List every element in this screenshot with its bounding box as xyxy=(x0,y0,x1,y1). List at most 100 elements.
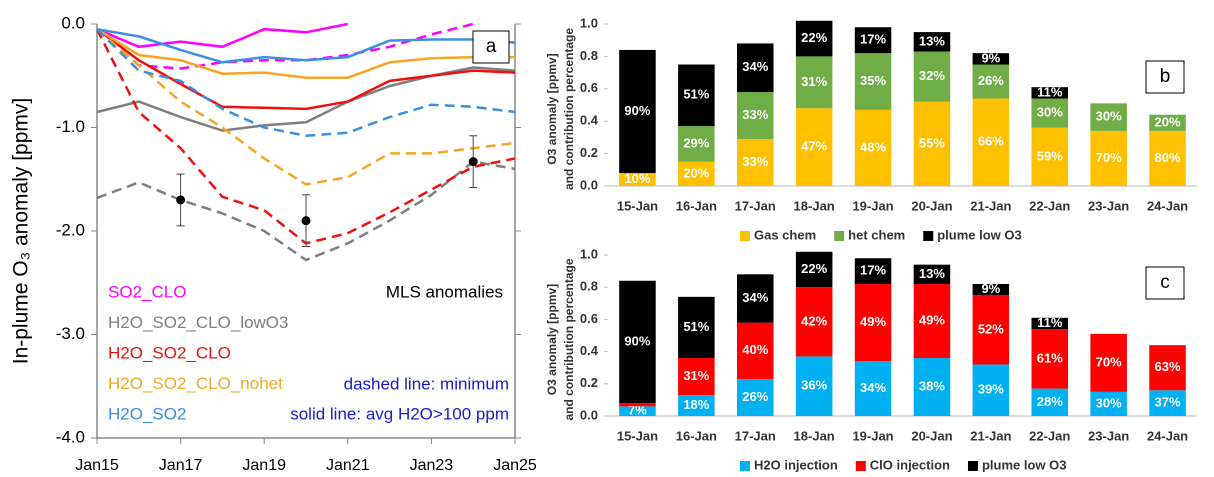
bar-segment xyxy=(678,126,715,162)
segment-label: 34% xyxy=(860,380,886,395)
x-tick-label: 22-Jan xyxy=(1029,198,1070,213)
bar-segment xyxy=(678,64,715,127)
segment-label: 28% xyxy=(1037,394,1063,409)
legend-label: SO2_CLO xyxy=(108,282,186,301)
segment-label: 29% xyxy=(683,135,709,150)
segment-label: 70% xyxy=(1096,150,1122,165)
panel-label: c xyxy=(1160,272,1170,293)
panel-box xyxy=(472,30,510,64)
bar-segment xyxy=(678,395,715,416)
y-tick-label: 0.8 xyxy=(580,279,598,294)
segment-label: 51% xyxy=(683,319,709,334)
segment-label: 31% xyxy=(801,74,827,89)
bar-segment xyxy=(1031,388,1069,416)
x-tick-label: 15-Jan xyxy=(617,198,658,213)
segment-label: 33% xyxy=(742,154,768,169)
legend-swatch xyxy=(967,461,978,471)
bar-segment xyxy=(972,64,1010,99)
segment-label: 63% xyxy=(1155,359,1181,374)
segment-label: 49% xyxy=(919,312,945,327)
y-tick-label: 0.8 xyxy=(580,48,598,63)
bar-segment xyxy=(913,51,951,102)
bar-segment xyxy=(1031,329,1069,389)
segment-label: 17% xyxy=(860,32,886,47)
bar-segment xyxy=(795,108,833,186)
bar-segment xyxy=(678,358,715,396)
legend-swatch xyxy=(740,231,750,241)
y-axis-label: O3 anomaly [ppmv] xyxy=(545,284,559,395)
bar-segment xyxy=(972,283,1010,296)
x-tick-label: 18-Jan xyxy=(794,428,835,443)
bar-segment xyxy=(736,92,774,140)
x-tick-label: 18-Jan xyxy=(794,198,835,213)
x-tick-label: Jan15 xyxy=(75,457,119,474)
segment-label: 47% xyxy=(801,139,827,154)
bar-segment xyxy=(678,296,715,359)
bar-segment xyxy=(795,56,833,109)
segment-label: 30% xyxy=(1037,105,1063,120)
x-tick-label: 17-Jan xyxy=(735,198,776,213)
segment-label: 9% xyxy=(981,281,1000,296)
legend-label: plume low O3 xyxy=(937,227,1022,242)
bar-segment xyxy=(619,173,656,186)
segment-label: 7% xyxy=(628,403,647,418)
y-tick-label: 0.4 xyxy=(580,113,599,128)
y-axis-label: O3 anomaly [ppmv] xyxy=(545,53,559,164)
segment-label: 42% xyxy=(801,313,827,328)
segment-label: 70% xyxy=(1096,354,1122,369)
segment-label: 30% xyxy=(1096,395,1122,410)
segment-label: 26% xyxy=(978,73,1004,88)
bar-segment xyxy=(972,295,1010,365)
x-tick-label: 24-Jan xyxy=(1147,428,1188,443)
legend-swatch xyxy=(834,231,845,241)
bar-segment xyxy=(619,280,656,404)
bar-segment xyxy=(913,101,951,186)
segment-label: 49% xyxy=(860,314,886,329)
segment-label: 90% xyxy=(624,333,650,348)
y-tick-label: 0.2 xyxy=(580,145,598,160)
legend-label: H2O_SO2 xyxy=(108,404,186,423)
bar-segment xyxy=(736,274,774,323)
mls-point xyxy=(468,157,478,167)
x-tick-label: 21-Jan xyxy=(970,428,1011,443)
segment-label: 13% xyxy=(919,266,945,281)
y-tick-label: 0.6 xyxy=(580,80,598,95)
legend-label: H2O_SO2_CLO xyxy=(108,343,231,362)
bar-segment xyxy=(619,406,656,416)
x-tick-label: 16-Jan xyxy=(676,198,717,213)
x-tick-label: Jan21 xyxy=(326,457,370,474)
bar-segment xyxy=(1149,345,1186,391)
legend-swatch xyxy=(740,461,750,471)
segment-label: 18% xyxy=(683,397,709,412)
y-tick-label: 0.0 xyxy=(580,407,598,422)
segment-label: 33% xyxy=(742,107,768,122)
x-tick-label: 22-Jan xyxy=(1029,428,1070,443)
segment-label: 90% xyxy=(624,103,650,118)
y-tick-label: 0.0 xyxy=(580,177,598,192)
bar-segment xyxy=(1031,317,1069,330)
segment-label: 61% xyxy=(1037,350,1063,365)
bar-segment xyxy=(1090,130,1127,186)
bar-segment xyxy=(736,139,774,186)
bar-segment xyxy=(854,283,892,362)
bar-segment xyxy=(913,283,951,359)
avg-line xyxy=(96,27,516,64)
y-tick-label: -3.0 xyxy=(56,324,85,343)
min-line xyxy=(96,160,516,262)
y-axis-label: and contribution percentage xyxy=(562,258,576,420)
bar-segment xyxy=(619,49,656,174)
bar-segment xyxy=(795,251,833,288)
x-tick-label: 23-Jan xyxy=(1088,198,1129,213)
bar-segment xyxy=(854,27,892,54)
annotation: dashed line: minimum xyxy=(344,374,509,393)
bar-segment xyxy=(1031,127,1069,186)
legend-swatch xyxy=(923,231,934,241)
annotation: solid line: avg H2O>100 ppm xyxy=(290,404,509,423)
x-tick-label: 19-Jan xyxy=(852,428,893,443)
x-tick-label: Jan19 xyxy=(242,457,286,474)
segment-label: 26% xyxy=(742,389,768,404)
bar-segment xyxy=(1090,103,1127,131)
segment-label: 55% xyxy=(919,135,945,150)
